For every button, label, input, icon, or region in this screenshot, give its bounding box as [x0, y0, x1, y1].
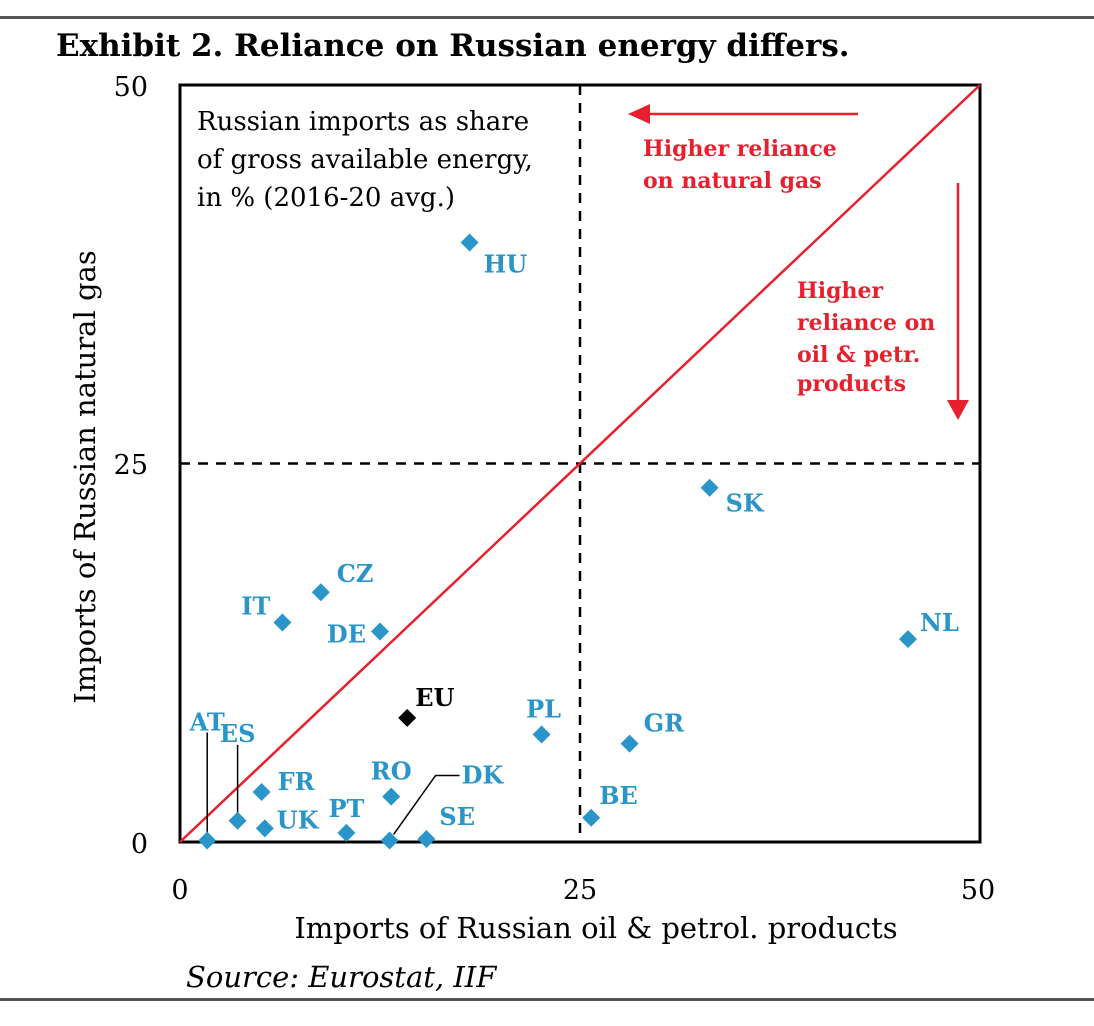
point-label-pl: PL	[526, 695, 561, 724]
point-pt	[337, 823, 356, 842]
arrow-oil-label-line: reliance on	[797, 310, 935, 336]
point-be	[582, 808, 601, 827]
point-nl	[899, 630, 917, 649]
point-label-de: DE	[327, 620, 366, 649]
annotation-line: in % (2016-20 avg.)	[197, 183, 455, 213]
arrow-down-icon	[947, 400, 969, 420]
diagonal-line	[179, 84, 981, 843]
x-axis-label: Imports of Russian oil & petrol. product…	[294, 911, 897, 945]
point-es	[228, 811, 247, 830]
point-sk	[700, 478, 719, 497]
point-label-at: AT	[189, 707, 225, 736]
point-fr	[252, 783, 271, 802]
point-hu	[460, 233, 479, 252]
point-label-uk: UK	[277, 805, 320, 834]
point-de	[371, 622, 389, 641]
point-dk	[380, 831, 399, 850]
annotation-text: Russian imports as share of gross availa…	[197, 107, 541, 213]
y-tick-label: 0	[131, 829, 148, 860]
annotation-line: of gross available energy,	[197, 145, 533, 175]
arrow-oil-label-line: oil & petr.	[797, 342, 920, 368]
x-tick-label: 25	[563, 875, 597, 906]
point-se	[417, 829, 436, 848]
bottom-rule	[0, 998, 1094, 1001]
point-label-hu: HU	[484, 249, 528, 278]
point-label-sk: SK	[726, 489, 765, 518]
y-axis-label: Imports of Russian natural gas	[68, 250, 102, 703]
point-label-nl: NL	[920, 608, 959, 637]
y-tick-label: 25	[114, 450, 148, 481]
point-label-gr: GR	[644, 709, 685, 738]
point-label-fr: FR	[278, 767, 316, 796]
x-tick-label: 0	[171, 875, 188, 906]
arrow-gas-label-line: Higher reliance	[643, 136, 837, 162]
point-label-es: ES	[220, 719, 256, 748]
point-gr	[620, 734, 639, 753]
arrow-gas-label: Higher reliance on natural gas	[643, 136, 844, 194]
annotation-line: Russian imports as share	[197, 107, 529, 137]
point-pl	[532, 725, 551, 744]
arrow-gas-label-line: on natural gas	[643, 168, 822, 194]
x-tick-label: 50	[961, 875, 995, 906]
point-ro	[382, 787, 401, 806]
point-label-dk: DK	[462, 760, 505, 789]
point-cz	[311, 583, 330, 602]
point-label-be: BE	[599, 781, 638, 810]
point-eu	[398, 708, 417, 727]
chart-title: Exhibit 2. Reliance on Russian energy di…	[56, 28, 850, 64]
point-label-cz: CZ	[337, 559, 374, 588]
arrow-oil-label: Higher reliance on oil & petr. products	[797, 278, 943, 397]
arrow-left-icon	[628, 104, 650, 124]
point-label-pt: PT	[328, 794, 364, 823]
arrow-oil-label-line: Higher	[797, 278, 884, 304]
y-tick-label: 50	[114, 72, 148, 103]
point-uk	[255, 819, 274, 838]
point-label-eu: EU	[415, 683, 454, 712]
leader-line-dk	[392, 774, 460, 835]
point-label-se: SE	[439, 802, 475, 831]
point-it	[273, 613, 292, 632]
point-label-ro: RO	[371, 757, 412, 786]
arrow-oil-label-line: products	[797, 371, 906, 397]
source-note: Source: Eurostat, IIF	[186, 960, 497, 994]
point-at	[198, 831, 217, 850]
top-rule	[0, 16, 1094, 19]
point-label-it: IT	[241, 591, 270, 620]
